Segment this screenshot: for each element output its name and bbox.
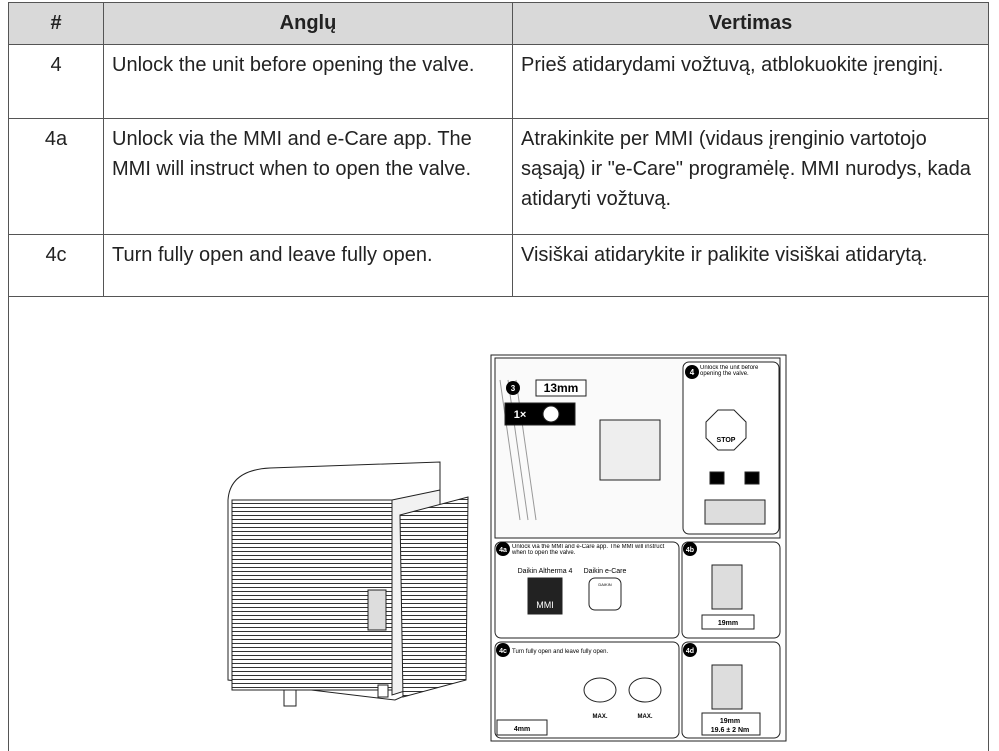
label: 4mm xyxy=(514,726,530,733)
label: 19mm xyxy=(718,620,738,627)
badge: 4 xyxy=(690,368,695,377)
label: 19.6 ± 2 Nm xyxy=(711,727,749,734)
label: 19mm xyxy=(720,718,740,725)
label: 13mm xyxy=(544,381,579,395)
badge: 4d xyxy=(686,648,694,655)
label: Unlock via the MMI and e-Care app. The M… xyxy=(512,544,665,556)
unit-illustration xyxy=(227,461,469,707)
label: Daikin Altherma 4 xyxy=(518,568,573,575)
cell: Unlock via the MMI and e-Care app. The M… xyxy=(103,118,513,235)
header-cell: # xyxy=(8,2,104,45)
badges xyxy=(496,365,699,657)
label: Turn fully open and leave fully open. xyxy=(512,649,609,655)
label: STOP xyxy=(717,437,736,444)
figure-cell xyxy=(8,296,989,751)
badge: 4c xyxy=(499,648,507,655)
label: 1× xyxy=(514,409,527,421)
badge: 4a xyxy=(499,547,507,554)
label: MAX. xyxy=(593,714,608,720)
label: Daikin e-Care xyxy=(584,568,627,575)
badge: 3 xyxy=(511,384,516,393)
label: MMI xyxy=(536,600,554,610)
badge: 4b xyxy=(686,547,694,554)
label: Unlock the unit before opening the valve… xyxy=(700,365,759,377)
label: DAIKIN xyxy=(598,582,611,587)
label: MAX. xyxy=(638,714,653,720)
cell: Atrakinkite per MMI (vidaus įrenginio va… xyxy=(512,118,989,235)
instruction-panel xyxy=(490,354,787,742)
header-cell: Vertimas xyxy=(512,2,989,45)
